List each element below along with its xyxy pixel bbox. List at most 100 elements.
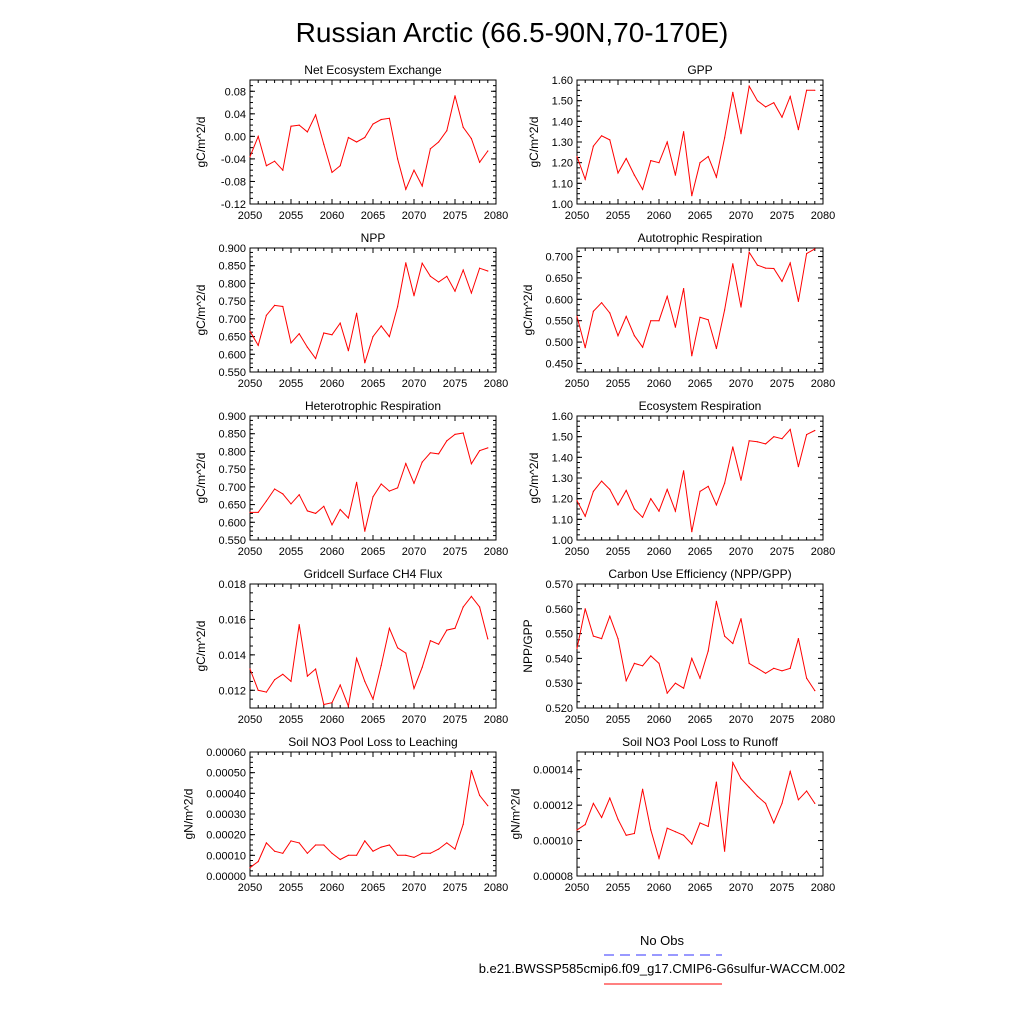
data-point: [421, 852, 423, 854]
data-point: [265, 500, 267, 502]
data-point: [625, 680, 627, 682]
data-point: [666, 488, 668, 490]
data-point: [380, 664, 382, 667]
x-tick-label: 2080: [484, 546, 508, 558]
data-point: [421, 666, 423, 668]
y-axis-label: NPP/GPP: [521, 619, 535, 672]
data-point: [724, 309, 726, 311]
data-point: [592, 802, 595, 805]
data-point: [724, 635, 726, 637]
data-point: [290, 342, 292, 344]
series-line: [249, 595, 489, 709]
data-point: [625, 834, 627, 836]
x-tick-label: 2065: [361, 882, 385, 894]
chart-title: GPP: [687, 63, 712, 77]
x-tick-label: 2050: [565, 378, 589, 390]
chart-title: Autotrophic Respiration: [638, 231, 763, 245]
data-point: [691, 531, 693, 533]
data-point: [592, 310, 595, 312]
y-tick-label: 1.30: [552, 137, 573, 149]
x-tick-label: 2080: [811, 882, 835, 894]
data-point: [576, 500, 578, 502]
data-point: [773, 667, 775, 669]
data-point: [699, 162, 701, 164]
data-point: [789, 667, 791, 669]
data-point: [797, 129, 800, 131]
data-point: [732, 446, 734, 448]
legend-label-run: b.e21.BWSSP585cmip6.f09_g17.CMIP6-G6sulf…: [479, 961, 846, 976]
data-point: [274, 160, 276, 162]
data-point: [765, 443, 767, 445]
data-point: [765, 106, 767, 108]
x-tick-label: 2050: [238, 378, 262, 390]
chart-title: Soil NO3 Pool Loss to Leaching: [288, 735, 457, 749]
data-point: [454, 290, 456, 292]
data-point: [446, 130, 448, 132]
y-tick-label: 0.570: [545, 579, 573, 591]
data-point: [797, 466, 800, 468]
data-point: [683, 687, 685, 689]
data-point: [454, 627, 456, 629]
data-point: [364, 680, 366, 683]
data-point: [405, 188, 407, 190]
x-tick-label: 2075: [443, 546, 467, 558]
y-tick-label: 0.00010: [206, 850, 246, 862]
data-point: [257, 511, 259, 513]
data-point: [462, 606, 464, 608]
x-tick-label: 2070: [402, 210, 426, 222]
data-point: [683, 470, 685, 472]
y-tick-label: 0.750: [218, 464, 246, 476]
data-point: [658, 510, 660, 512]
data-point: [306, 510, 308, 512]
data-point: [413, 482, 415, 484]
data-point: [715, 781, 718, 783]
data-point: [658, 857, 660, 859]
data-point: [625, 315, 627, 317]
y-tick-label: 0.00012: [533, 800, 573, 812]
x-tick-label: 2050: [238, 546, 262, 558]
data-point: [249, 668, 251, 670]
data-point: [356, 141, 358, 143]
data-point: [576, 647, 578, 650]
data-point: [429, 452, 431, 454]
y-tick-label: 0.500: [545, 337, 573, 349]
data-point: [347, 854, 349, 856]
x-tick-label: 2050: [238, 210, 262, 222]
data-point: [347, 517, 349, 519]
data-point: [339, 322, 341, 324]
data-point: [331, 702, 333, 704]
data-point: [658, 320, 660, 322]
data-point: [748, 440, 750, 442]
y-tick-label: 0.450: [545, 358, 573, 370]
data-point: [315, 844, 317, 846]
data-point: [274, 850, 276, 852]
x-tick-label: 2070: [402, 378, 426, 390]
data-point: [756, 667, 759, 669]
x-tick-label: 2080: [484, 378, 508, 390]
data-point: [372, 850, 374, 852]
y-tick-label: 0.00: [225, 131, 246, 143]
data-point: [487, 270, 489, 272]
data-point: [356, 481, 358, 483]
y-axis-label: gN/m^2/d: [182, 789, 196, 840]
data-point: [454, 433, 456, 435]
data-point: [421, 185, 423, 187]
data-point: [601, 135, 603, 137]
y-tick-label: 1.60: [552, 411, 573, 423]
chart-panel-5: Heterotrophic Respiration 2050 2055 2060 206…: [194, 399, 508, 558]
data-point: [347, 705, 349, 707]
data-point: [388, 844, 390, 846]
chart-title: Heterotrophic Respiration: [305, 399, 441, 413]
chart-panel-4: Autotrophic Respiration 2050 2055 2060 2065 2…: [521, 231, 835, 390]
data-point: [740, 133, 742, 135]
data-point: [479, 161, 481, 163]
data-point: [323, 332, 325, 334]
data-point: [617, 335, 619, 337]
y-tick-label: 1.50: [552, 432, 573, 444]
data-point: [740, 306, 742, 308]
y-tick-label: 0.560: [545, 604, 573, 616]
data-point: [666, 827, 668, 829]
y-tick-label: 0.550: [545, 629, 573, 641]
data-point: [789, 95, 791, 98]
data-point: [339, 165, 341, 167]
